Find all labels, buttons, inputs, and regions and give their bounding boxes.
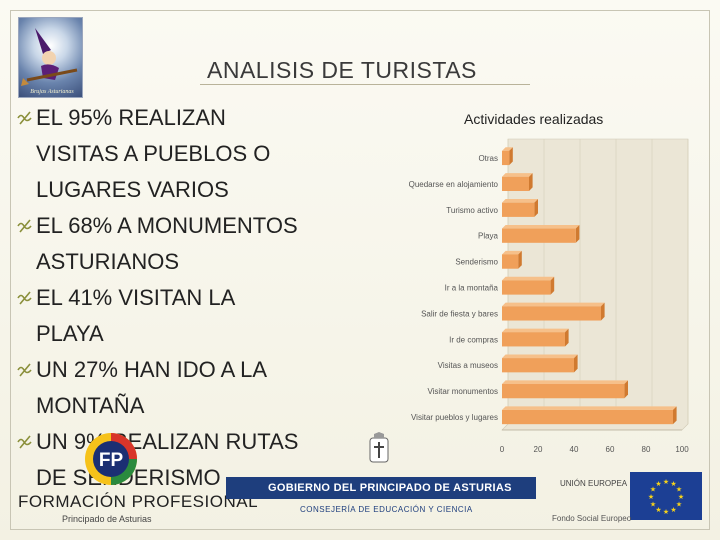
category-label: Turismo activo bbox=[446, 206, 498, 215]
category-label: Visitas a museos bbox=[438, 361, 498, 370]
x-tick-label: 0 bbox=[500, 445, 505, 454]
bar-top-face bbox=[502, 302, 605, 307]
x-tick-label: 60 bbox=[606, 445, 615, 454]
bar-end-face bbox=[565, 328, 569, 347]
bar-0 bbox=[502, 150, 510, 166]
chart-title: Actividades realizadas bbox=[464, 111, 604, 127]
eu-star-icon: ★ bbox=[650, 501, 656, 509]
eu-star-icon: ★ bbox=[670, 506, 676, 514]
title-divider bbox=[200, 84, 530, 85]
bar-top-face bbox=[502, 147, 513, 151]
bar-end-face bbox=[534, 199, 538, 217]
tilde-bullet-icon bbox=[17, 363, 32, 377]
bar-8 bbox=[502, 358, 574, 373]
slide-frame bbox=[10, 10, 710, 530]
eu-star-icon: ★ bbox=[678, 493, 684, 501]
gobierno-banner: GOBIERNO DEL PRINCIPADO DE ASTURIAS bbox=[226, 477, 536, 499]
eu-label: UNIÓN EUROPEA bbox=[560, 479, 628, 488]
category-label: Visitar monumentos bbox=[427, 387, 498, 396]
bullet-item: EL 68% A MONUMENTOS ASTURIANOS bbox=[16, 208, 396, 280]
bar-9 bbox=[502, 384, 625, 399]
bullet-item: EL 95% REALIZAN VISITAS A PUEBLOS O LUGA… bbox=[16, 100, 396, 208]
eu-star-icon: ★ bbox=[655, 480, 661, 488]
witch-moon-logo: Brujas Asturianas bbox=[18, 17, 83, 98]
category-label: Visitar pueblos y lugares bbox=[411, 413, 498, 422]
x-tick-label: 80 bbox=[642, 445, 651, 454]
bar-top-face bbox=[502, 276, 555, 281]
bar-top-face bbox=[502, 224, 580, 229]
bullet-text: EL 95% REALIZAN VISITAS A PUEBLOS O LUGA… bbox=[36, 105, 271, 202]
eu-star-icon: ★ bbox=[663, 508, 669, 516]
bar-end-face bbox=[529, 173, 533, 191]
bar-top-face bbox=[502, 380, 628, 385]
fp-subtitle: Principado de Asturias bbox=[62, 514, 152, 524]
bar-end-face bbox=[509, 147, 513, 166]
bar-end-face bbox=[574, 354, 578, 373]
consejeria-label: CONSEJERÍA DE EDUCACIÓN Y CIENCIA bbox=[300, 505, 473, 514]
category-label: Ir de compras bbox=[449, 335, 498, 344]
bar-top-face bbox=[502, 250, 522, 255]
bar-7 bbox=[502, 332, 565, 347]
category-label: Quedarse en alojamiento bbox=[409, 180, 499, 189]
eu-star-icon: ★ bbox=[663, 478, 669, 486]
activities-bar-chart: Otras Quedarse en alojamiento Turismo acti… bbox=[409, 138, 689, 454]
bar-top-face bbox=[502, 328, 569, 333]
category-label: Playa bbox=[478, 232, 499, 241]
x-tick-label: 20 bbox=[534, 445, 543, 454]
category-label: Senderismo bbox=[455, 258, 498, 267]
bar-10 bbox=[502, 409, 673, 425]
bar-end-face bbox=[518, 250, 522, 269]
tilde-bullet-icon bbox=[17, 435, 32, 449]
bar-end-face bbox=[575, 224, 580, 243]
category-label: Salir de fiesta y bares bbox=[421, 309, 498, 318]
bullet-item: EL 41% VISITAN LA PLAYA bbox=[16, 280, 396, 352]
bullet-list: EL 95% REALIZAN VISITAS A PUEBLOS O LUGA… bbox=[16, 100, 396, 496]
bar-1 bbox=[502, 176, 529, 191]
eu-star-icon: ★ bbox=[676, 501, 682, 509]
tilde-bullet-icon bbox=[17, 219, 32, 233]
bar-top-face bbox=[502, 199, 538, 203]
eu-star-icon: ★ bbox=[676, 486, 682, 494]
bar-end-face bbox=[601, 302, 605, 321]
tilde-bullet-icon bbox=[17, 291, 32, 305]
bullet-item: UN 27% HAN IDO A LA MONTAÑA bbox=[16, 352, 396, 424]
bar-3 bbox=[502, 228, 576, 243]
eu-star-icon: ★ bbox=[670, 480, 676, 488]
bar-top-face bbox=[502, 406, 677, 410]
bar-end-face bbox=[550, 276, 555, 295]
bullet-text: UN 27% HAN IDO A LA MONTAÑA bbox=[36, 357, 268, 418]
bar-end-face bbox=[673, 406, 677, 425]
bar-2 bbox=[502, 202, 535, 217]
bullet-text: EL 41% VISITAN LA PLAYA bbox=[36, 285, 236, 346]
eu-star-icon: ★ bbox=[655, 506, 661, 514]
category-label: Ir a la montaña bbox=[445, 284, 499, 293]
fp-title: FORMACIÓN PROFESIONAL bbox=[18, 492, 259, 511]
eu-star-icon: ★ bbox=[650, 486, 656, 494]
asturias-seal-icon bbox=[369, 432, 389, 463]
eu-star-icon: ★ bbox=[648, 493, 654, 501]
bar-5 bbox=[502, 280, 551, 295]
bar-6 bbox=[502, 306, 601, 321]
slide-title: ANALISIS DE TURISTAS bbox=[207, 57, 477, 83]
svg-text:Brujas Asturianas: Brujas Asturianas bbox=[30, 89, 74, 95]
bar-end-face bbox=[624, 380, 628, 399]
bar-top-face bbox=[502, 354, 578, 359]
x-tick-label: 40 bbox=[570, 445, 579, 454]
x-tick-label: 100 bbox=[675, 445, 689, 454]
bar-top-face bbox=[502, 173, 533, 177]
tilde-bullet-icon bbox=[17, 111, 32, 125]
bar-4 bbox=[502, 254, 519, 269]
category-label: Otras bbox=[478, 154, 498, 163]
eu-fund-label: Fondo Social Europeo bbox=[552, 514, 632, 523]
fp-badge-icon: FP bbox=[85, 433, 137, 485]
eu-flag-icon: ★ ★ ★ ★ ★ ★ ★ ★ ★ ★ ★ ★ bbox=[630, 472, 702, 520]
bullet-text: EL 68% A MONUMENTOS ASTURIANOS bbox=[36, 213, 298, 274]
fp-badge-label: FP bbox=[99, 450, 124, 471]
